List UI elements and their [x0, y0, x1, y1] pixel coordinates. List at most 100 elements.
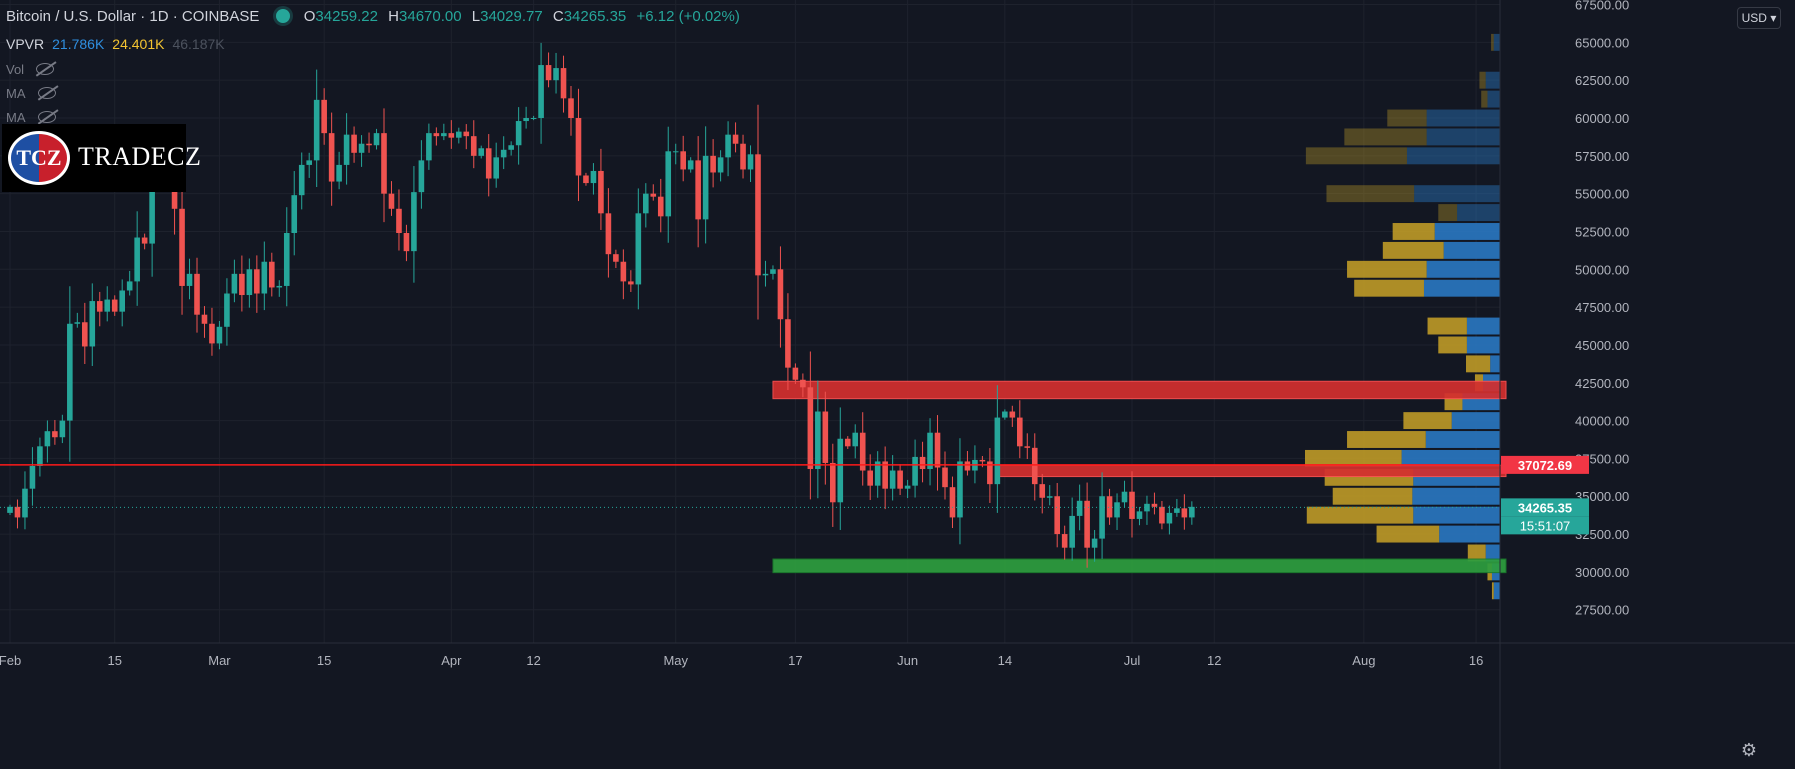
candle-body[interactable]	[246, 269, 253, 296]
candle-body[interactable]	[485, 148, 492, 179]
candle-body[interactable]	[96, 301, 103, 312]
candle-body[interactable]	[186, 273, 193, 286]
candle-body[interactable]	[231, 273, 238, 294]
candle-body[interactable]	[1151, 503, 1158, 507]
candle-body[interactable]	[22, 488, 28, 518]
candle-body[interactable]	[605, 213, 612, 255]
candle-body[interactable]	[134, 237, 140, 282]
candle-body[interactable]	[553, 68, 559, 81]
candle-body[interactable]	[1129, 491, 1135, 519]
candle-body[interactable]	[224, 293, 230, 327]
candle-body[interactable]	[844, 438, 851, 447]
candle-body[interactable]	[680, 151, 686, 170]
candle-body[interactable]	[927, 432, 933, 470]
candle-body[interactable]	[1009, 411, 1016, 418]
candle-body[interactable]	[470, 136, 477, 156]
indicator-ma-1[interactable]: MA	[6, 86, 56, 101]
candle-body[interactable]	[1114, 502, 1120, 518]
candle-body[interactable]	[7, 506, 13, 513]
eye-hidden-icon[interactable]	[37, 111, 56, 123]
candle-body[interactable]	[493, 157, 499, 179]
candle-body[interactable]	[1084, 500, 1090, 548]
candle-body[interactable]	[194, 273, 200, 315]
candle-body[interactable]	[396, 208, 402, 233]
candle-body[interactable]	[643, 193, 649, 214]
candle-body[interactable]	[628, 281, 634, 285]
candle-body[interactable]	[201, 314, 208, 324]
candle-body[interactable]	[934, 432, 941, 468]
candle-body[interactable]	[874, 461, 881, 486]
candle-body[interactable]	[1091, 538, 1098, 548]
candle-body[interactable]	[463, 131, 470, 137]
candle-body[interactable]	[964, 461, 971, 471]
candle-body[interactable]	[358, 143, 365, 153]
candle-body[interactable]	[1181, 508, 1188, 518]
candle-body[interactable]	[1144, 503, 1150, 512]
candle-body[interactable]	[1054, 496, 1060, 535]
candle-body[interactable]	[426, 133, 432, 161]
candle-body[interactable]	[538, 65, 544, 119]
indicator-ma-2[interactable]: MA	[6, 110, 56, 125]
candle-body[interactable]	[523, 118, 529, 122]
candle-body[interactable]	[411, 192, 417, 252]
candle-body[interactable]	[792, 367, 799, 380]
candle-body[interactable]	[957, 461, 963, 518]
candle-body[interactable]	[994, 417, 1001, 485]
candle-body[interactable]	[1159, 506, 1165, 524]
candle-body[interactable]	[456, 131, 462, 138]
candle-body[interactable]	[912, 456, 918, 486]
candle-body[interactable]	[433, 133, 440, 137]
candle-body[interactable]	[283, 232, 290, 286]
candle-body[interactable]	[942, 467, 948, 488]
candle-body[interactable]	[508, 145, 514, 150]
candle-body[interactable]	[149, 180, 155, 244]
eye-hidden-icon[interactable]	[36, 63, 55, 75]
candle-body[interactable]	[321, 99, 327, 134]
candle-body[interactable]	[800, 379, 806, 388]
candle-body[interactable]	[343, 134, 350, 165]
candle-body[interactable]	[710, 155, 716, 173]
candle-body[interactable]	[291, 195, 298, 233]
candle-body[interactable]	[1106, 496, 1113, 518]
candle-body[interactable]	[126, 281, 133, 291]
candle-body[interactable]	[441, 133, 447, 137]
candle-body[interactable]	[1024, 446, 1031, 448]
candle-body[interactable]	[740, 143, 746, 170]
candle-body[interactable]	[478, 148, 485, 156]
candle-body[interactable]	[575, 118, 582, 176]
candle-body[interactable]	[815, 411, 821, 470]
candle-body[interactable]	[822, 411, 829, 463]
candle-body[interactable]	[695, 160, 701, 220]
candle-body[interactable]	[1046, 496, 1053, 498]
candle-body[interactable]	[1121, 491, 1128, 503]
candle-body[interactable]	[583, 175, 589, 184]
candle-body[interactable]	[388, 193, 395, 209]
candle-body[interactable]	[882, 461, 888, 489]
candle-body[interactable]	[276, 285, 283, 288]
candle-body[interactable]	[1136, 511, 1143, 519]
candle-body[interactable]	[418, 160, 425, 193]
candle-body[interactable]	[29, 465, 36, 489]
candle-body[interactable]	[650, 193, 657, 197]
candle-body[interactable]	[747, 154, 754, 170]
candle-body[interactable]	[672, 151, 679, 153]
candle-body[interactable]	[889, 470, 896, 489]
candle-body[interactable]	[867, 470, 873, 486]
candle-body[interactable]	[52, 431, 58, 438]
candle-body[interactable]	[762, 273, 769, 276]
candle-body[interactable]	[500, 149, 507, 158]
candle-body[interactable]	[59, 420, 66, 438]
candle-body[interactable]	[306, 160, 312, 165]
candle-body[interactable]	[1069, 515, 1075, 548]
candle-body[interactable]	[807, 387, 814, 470]
candle-body[interactable]	[777, 269, 784, 320]
candle-body[interactable]	[657, 196, 664, 217]
candle-body[interactable]	[119, 290, 125, 312]
candle-body[interactable]	[269, 261, 275, 288]
candle-body[interactable]	[545, 65, 552, 81]
candle-body[interactable]	[837, 438, 844, 503]
candle-body[interactable]	[1031, 447, 1038, 485]
candle-body[interactable]	[949, 487, 956, 518]
vpvr-legend[interactable]: VPVR 21.786K 24.401K 46.187K	[6, 36, 225, 52]
